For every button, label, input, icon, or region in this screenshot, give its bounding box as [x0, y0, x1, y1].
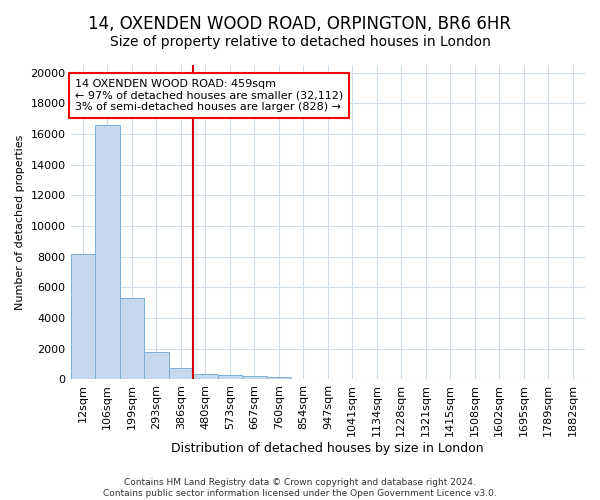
- Bar: [242, 376, 266, 380]
- Bar: [144, 352, 169, 380]
- Bar: [169, 368, 193, 380]
- Bar: [71, 254, 95, 380]
- Text: Size of property relative to detached houses in London: Size of property relative to detached ho…: [110, 35, 490, 49]
- Bar: [218, 376, 242, 380]
- Text: Contains HM Land Registry data © Crown copyright and database right 2024.
Contai: Contains HM Land Registry data © Crown c…: [103, 478, 497, 498]
- Bar: [95, 125, 119, 380]
- Bar: [193, 374, 218, 380]
- Text: 14 OXENDEN WOOD ROAD: 459sqm
← 97% of detached houses are smaller (32,112)
3% of: 14 OXENDEN WOOD ROAD: 459sqm ← 97% of de…: [75, 79, 343, 112]
- Bar: [266, 377, 291, 380]
- Y-axis label: Number of detached properties: Number of detached properties: [15, 134, 25, 310]
- X-axis label: Distribution of detached houses by size in London: Distribution of detached houses by size …: [172, 442, 484, 455]
- Bar: [119, 298, 144, 380]
- Text: 14, OXENDEN WOOD ROAD, ORPINGTON, BR6 6HR: 14, OXENDEN WOOD ROAD, ORPINGTON, BR6 6H…: [89, 15, 511, 33]
